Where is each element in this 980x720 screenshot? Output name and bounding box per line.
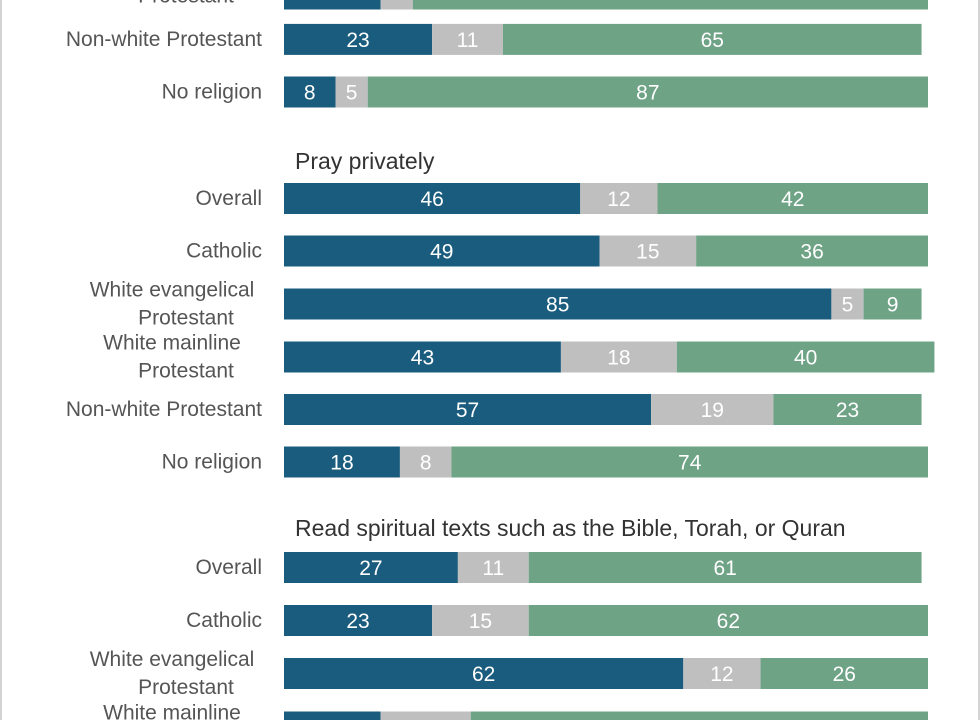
data-label: 27: [359, 557, 382, 580]
bar-segment-3: [451, 446, 928, 478]
data-label: 9: [887, 294, 899, 317]
bar-segment-1: [284, 711, 381, 720]
data-label: 11: [457, 29, 479, 52]
data-label: 15: [469, 610, 492, 633]
data-label: 12: [710, 663, 733, 686]
left-border: [0, 0, 2, 720]
category-label: Protestant: [138, 0, 234, 8]
bar-segment-2: [831, 288, 864, 320]
bar-segment-2: [380, 711, 471, 720]
bar-segment-2: [432, 605, 529, 636]
data-label: 57: [456, 399, 479, 422]
data-label: 15: [321, 717, 344, 720]
data-label: 71: [688, 717, 711, 720]
data-label: 8: [420, 452, 432, 475]
data-label: 18: [607, 347, 630, 370]
bar-segment-2: [399, 446, 452, 478]
data-label: 14: [414, 717, 438, 720]
bar-segment-2: [335, 76, 368, 108]
bar-segment-1: [284, 605, 433, 636]
data-label: 46: [420, 188, 443, 211]
bar-segment-3: [760, 658, 928, 689]
data-label: 40: [794, 347, 817, 370]
bar-segment-1: [284, 394, 652, 425]
bar-segment-3: [528, 552, 922, 583]
data-label: 23: [836, 399, 859, 422]
data-label: 43: [411, 347, 434, 370]
bar-segment-3: [696, 235, 928, 267]
category-label: Non-white Protestant: [66, 28, 262, 51]
bar-segment-2: [683, 658, 761, 689]
bar-segment-2: [560, 341, 677, 373]
bar-segment-3: [773, 394, 922, 425]
category-label: White mainline: [103, 702, 241, 720]
bar-segment-1: [284, 288, 832, 320]
bar-segment-1: [284, 658, 684, 689]
bar-segment-3: [528, 605, 928, 636]
data-label: 61: [713, 557, 736, 580]
data-label: 8: [304, 82, 316, 105]
bar-segment-2: [651, 394, 774, 425]
bar-segment-3: [502, 23, 922, 55]
group-title: Pray privately: [295, 148, 435, 174]
data-label: 62: [717, 610, 740, 633]
bar-segment-1: [284, 0, 381, 10]
bar-segment-2: [580, 183, 658, 214]
bar-segment-1: [284, 183, 581, 214]
bar-segment-3: [367, 76, 929, 108]
bar-segment-3: [470, 711, 928, 720]
category-label: White evangelical: [90, 279, 255, 302]
data-label: 62: [472, 663, 495, 686]
data-label: 12: [607, 188, 630, 211]
category-label: Protestant: [138, 307, 234, 330]
category-label: Non-white Protestant: [66, 398, 262, 421]
data-label: 26: [833, 663, 856, 686]
category-label: No religion: [162, 81, 262, 104]
data-label: 11: [482, 557, 504, 580]
category-label: White mainline: [103, 332, 241, 355]
category-label: Catholic: [186, 609, 262, 632]
category-label: Protestant: [138, 676, 234, 699]
data-label: 5: [346, 82, 358, 105]
bar-segment-1: [284, 76, 336, 108]
data-label: 65: [701, 29, 724, 52]
right-border: [978, 0, 980, 720]
bar-segment-1: [284, 235, 600, 267]
category-label: No religion: [162, 451, 262, 474]
bar-segment-2: [380, 0, 413, 10]
category-label: Protestant: [138, 360, 234, 383]
data-label: 87: [636, 82, 659, 105]
bar-segment-3: [412, 0, 928, 10]
category-label: Overall: [195, 556, 262, 579]
bar-segment-3: [676, 341, 935, 373]
data-label: 5: [842, 294, 854, 317]
data-label: 74: [678, 452, 702, 475]
data-label: 23: [346, 610, 369, 633]
bar-segment-2: [457, 552, 529, 583]
category-label: Catholic: [186, 240, 262, 263]
bar-segment-3: [657, 183, 928, 214]
bar-segment-3: [863, 288, 922, 320]
data-label: 23: [346, 29, 369, 52]
data-label: 85: [546, 294, 569, 317]
bar-segment-2: [599, 235, 697, 267]
bar-segment-1: [284, 23, 433, 55]
group-title: Read spiritual texts such as the Bible, …: [295, 515, 846, 541]
bar-segment-1: [284, 552, 458, 583]
data-label: 18: [330, 452, 353, 475]
data-label: 15: [636, 241, 659, 264]
bar-segment-1: [284, 341, 561, 373]
data-label: 49: [430, 241, 453, 264]
bar-segment-2: [432, 23, 503, 55]
data-label: 42: [781, 188, 804, 211]
bar-segment-1: [284, 446, 400, 478]
category-label: White evangelical: [90, 648, 255, 671]
category-label: Overall: [195, 187, 262, 210]
data-label: 19: [701, 399, 724, 422]
data-label: 36: [800, 241, 823, 264]
